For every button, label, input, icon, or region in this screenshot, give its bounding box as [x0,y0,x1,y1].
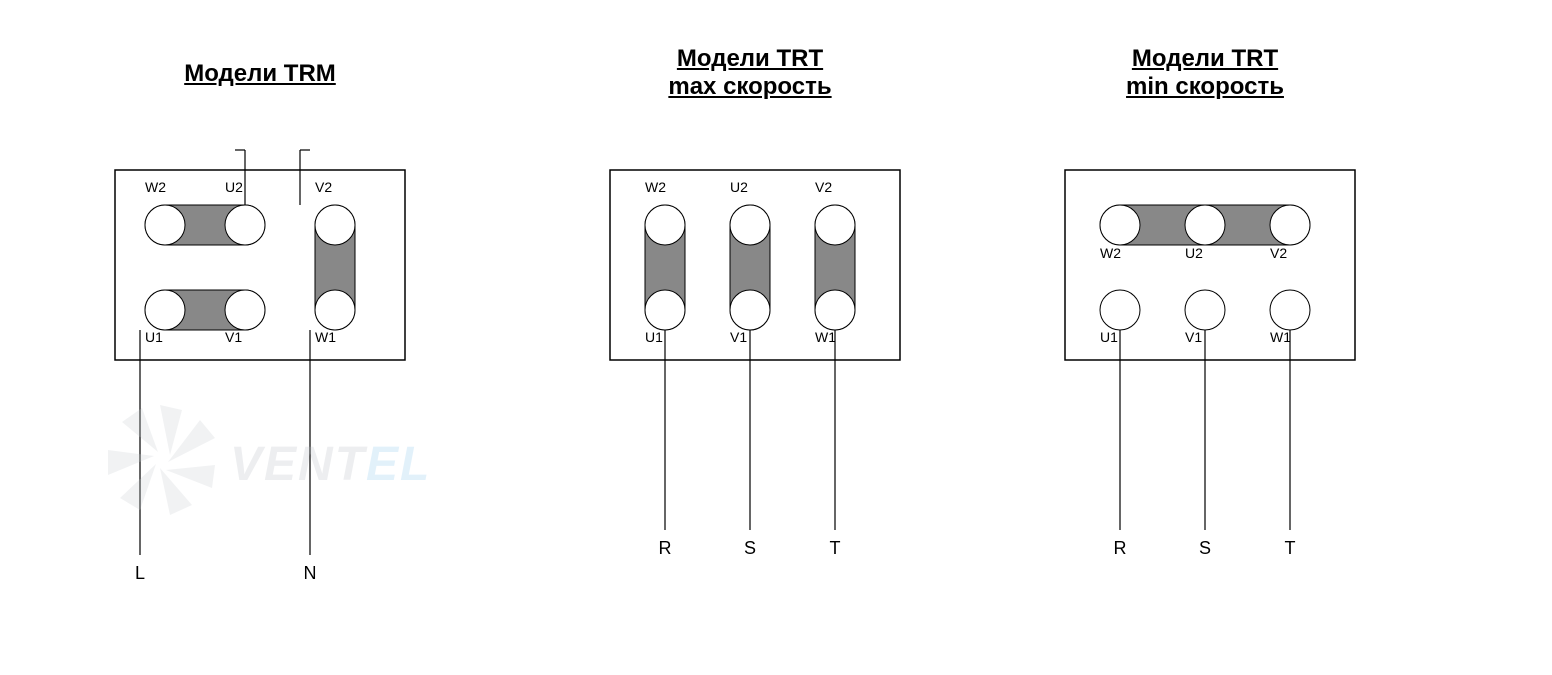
svg-text:V1: V1 [1185,329,1202,345]
title-trt-min-line2: min скорость [1126,73,1284,100]
svg-text:L: L [135,563,145,583]
svg-text:S: S [1199,538,1211,558]
svg-text:T: T [1285,538,1296,558]
svg-text:U1: U1 [1100,329,1118,345]
diagram-trt-max: W2 U2 V2 U1 V1 W1 R S T [610,170,900,558]
svg-text:N: N [304,563,317,583]
title-trm: Модели TRM [130,60,390,88]
svg-text:U1: U1 [645,329,663,345]
svg-text:T: T [830,538,841,558]
svg-text:R: R [1114,538,1127,558]
svg-text:V1: V1 [730,329,747,345]
diagram-trm: W2 U2 V2 U1 V1 W1 L N [115,150,405,583]
title-trm-line1: Модели TRM [184,60,336,87]
diagram-trt-min: W2 U2 V2 U1 V1 W1 R S T [1065,170,1355,558]
svg-text:V2: V2 [1270,245,1287,261]
svg-text:U2: U2 [225,179,243,195]
svg-text:V2: V2 [815,179,832,195]
svg-text:V1: V1 [225,329,242,345]
svg-text:W2: W2 [145,179,166,195]
svg-text:W2: W2 [1100,245,1121,261]
svg-text:R: R [659,538,672,558]
svg-text:W1: W1 [815,329,836,345]
svg-text:U2: U2 [1185,245,1203,261]
svg-text:S: S [744,538,756,558]
svg-text:U2: U2 [730,179,748,195]
svg-text:W1: W1 [1270,329,1291,345]
svg-text:W1: W1 [315,329,336,345]
title-trt-min-line1: Модели TRT [1132,45,1278,72]
title-trt-max: Модели TRT max скорость [600,45,900,101]
svg-text:U1: U1 [145,329,163,345]
svg-text:V2: V2 [315,179,332,195]
title-trt-max-line2: max скорость [668,73,831,100]
svg-text:W2: W2 [645,179,666,195]
title-trt-max-line1: Модели TRT [677,45,823,72]
title-trt-min: Модели TRT min скорость [1055,45,1355,101]
wiring-canvas: W2U2V2U1V1W1LNW2U2V2U1V1W1RSTW2U2V2U1V1W… [0,0,1552,675]
